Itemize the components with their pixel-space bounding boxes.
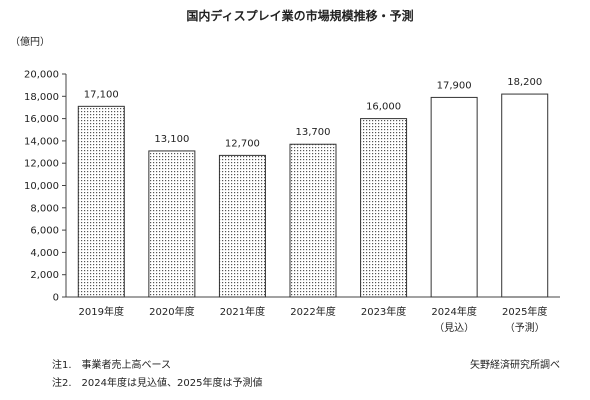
bar [430,96,478,298]
x-tick-sublabel: （見込） [434,322,474,334]
bar [148,150,196,298]
y-axis-unit: （億円） [10,35,50,48]
x-tick-sublabel: （予測） [505,321,545,334]
y-tick-label: 0 [53,293,59,304]
source-credit: 矢野経済研究所調べ [470,358,560,371]
bar-value-label: 12,700 [225,138,260,149]
bar-value-label: 16,000 [366,102,401,113]
y-tick-label: 8,000 [30,203,59,214]
y-axis-ticks: 0 2,000 4,000 6,000 8,000 10,000 12,000 14,000 1… [24,70,66,304]
y-tick-label: 14,000 [24,136,59,147]
y-tick-label: 6,000 [30,226,59,237]
bars [77,93,549,298]
chart-title: 国内ディスプレイ業の市場規模推移・予測 [186,8,413,23]
x-tick-label: 2021年度 [220,305,265,318]
x-tick-label: 2020年度 [149,305,194,318]
bar-value-label: 18,200 [507,77,542,88]
x-tick-label: 2025年度 [502,305,547,318]
x-tick-label: 2024年度 [431,305,476,318]
y-tick-label: 2,000 [30,270,59,281]
x-tick-label: 2023年度 [361,305,406,318]
bar-value-label: 13,100 [154,134,189,145]
bar [289,143,337,298]
bar-value-label: 17,100 [84,89,119,100]
x-axis-labels: 2019年度 2020年度 2021年度 2022年度 2023年度 2024年度 （見込）… [79,305,548,334]
y-tick-label: 16,000 [24,114,59,125]
bar [501,93,549,298]
y-tick-label: 12,000 [24,159,59,170]
x-tick-label: 2019年度 [79,305,124,318]
y-tick-label: 4,000 [30,248,59,259]
x-tick-label: 2022年度 [290,305,335,318]
value-labels: 17,100 13,100 12,700 13,700 16,000 17,900 18,2… [84,77,542,149]
y-tick-label: 10,000 [24,181,59,192]
bar [218,154,266,298]
y-tick-label: 20,000 [24,70,59,81]
bar-value-label: 13,700 [296,127,331,138]
bar-value-label: 17,900 [437,80,472,91]
note-2: 注2. 2024年度は見込値、2025年度は予測値 [52,376,262,389]
bar [360,118,408,298]
bar [77,105,125,298]
note-1: 注1. 事業者売上高ベース [52,358,171,371]
y-tick-label: 18,000 [24,92,59,103]
